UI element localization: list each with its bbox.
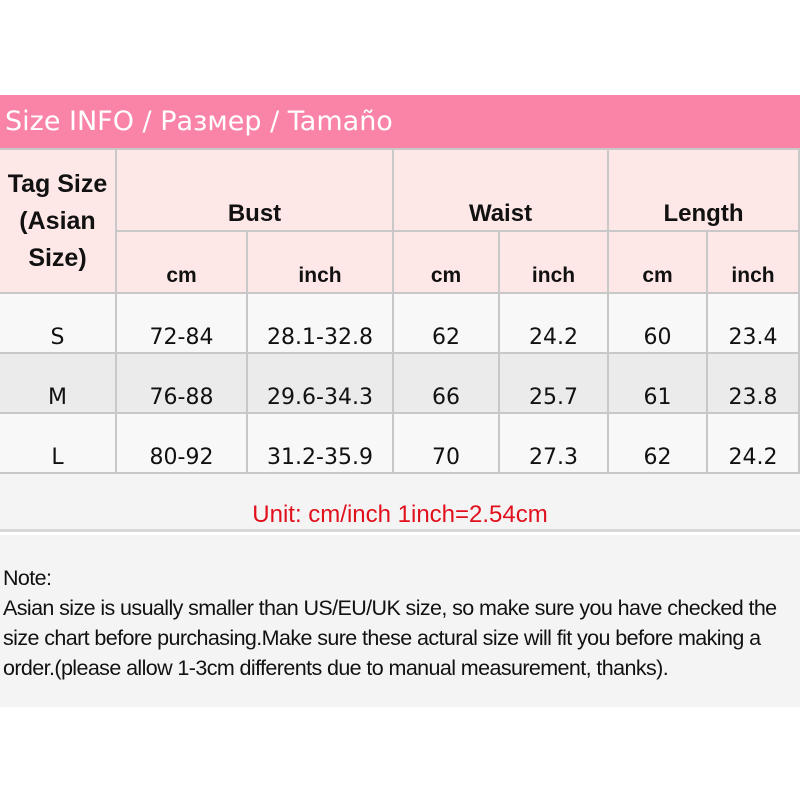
note-label: Note: bbox=[3, 566, 52, 590]
value-cell: 80-92 bbox=[117, 414, 246, 472]
unit-header: cm bbox=[609, 232, 706, 292]
value-cell: 60 bbox=[609, 294, 706, 352]
value-cell: 76-88 bbox=[117, 354, 246, 412]
group-header-bust: Bust bbox=[117, 150, 392, 230]
value-cell: 27.3 bbox=[500, 414, 607, 472]
unit-note: Unit: cm/inch 1inch=2.54cm bbox=[0, 474, 800, 532]
size-cell: M bbox=[0, 354, 115, 412]
size-info-banner: Size INFO / Размер / Tamaño bbox=[0, 95, 800, 148]
size-table: Tag Size (Asian Size) Bust Waist Length cm in… bbox=[0, 148, 800, 474]
unit-header: inch bbox=[248, 232, 392, 292]
value-cell: 70 bbox=[394, 414, 498, 472]
group-header-length: Length bbox=[609, 150, 798, 230]
value-cell: 66 bbox=[394, 354, 498, 412]
size-cell: S bbox=[0, 294, 115, 352]
unit-header: inch bbox=[500, 232, 607, 292]
unit-header: cm bbox=[394, 232, 498, 292]
unit-header: cm bbox=[117, 232, 246, 292]
group-header-waist: Waist bbox=[394, 150, 607, 230]
unit-header: inch bbox=[708, 232, 798, 292]
value-cell: 62 bbox=[394, 294, 498, 352]
value-cell: 61 bbox=[609, 354, 706, 412]
value-cell: 23.4 bbox=[708, 294, 798, 352]
note-section: Note: Asian size is usually smaller than… bbox=[0, 535, 800, 707]
value-cell: 24.2 bbox=[708, 414, 798, 472]
value-cell: 28.1-32.8 bbox=[248, 294, 392, 352]
value-cell: 25.7 bbox=[500, 354, 607, 412]
value-cell: 23.8 bbox=[708, 354, 798, 412]
value-cell: 24.2 bbox=[500, 294, 607, 352]
value-cell: 72-84 bbox=[117, 294, 246, 352]
note-text: Asian size is usually smaller than US/EU… bbox=[3, 596, 777, 680]
value-cell: 29.6-34.3 bbox=[248, 354, 392, 412]
size-cell: L bbox=[0, 414, 115, 472]
value-cell: 31.2-35.9 bbox=[248, 414, 392, 472]
value-cell: 62 bbox=[609, 414, 706, 472]
tag-size-header: Tag Size (Asian Size) bbox=[0, 150, 115, 292]
